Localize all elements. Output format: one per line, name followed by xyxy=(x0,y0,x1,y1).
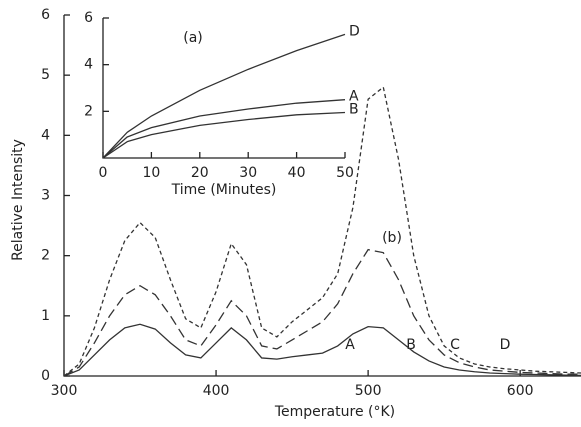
line-series xyxy=(63,86,581,377)
x-tick-label: 400 xyxy=(203,383,230,399)
annotation: (a) xyxy=(183,30,203,46)
x-tick-label: 20 xyxy=(191,165,209,181)
line-series xyxy=(63,323,581,377)
y-tick-label: 2 xyxy=(84,103,93,119)
annotation: C xyxy=(450,337,460,353)
x-tick-label: 50 xyxy=(336,165,354,181)
annotation: B xyxy=(406,337,416,353)
axis-line xyxy=(63,15,581,377)
y-tick-label: 5 xyxy=(41,67,50,83)
y-tick-label: 2 xyxy=(41,248,50,264)
y-tick-label: 6 xyxy=(84,10,93,26)
line-series xyxy=(102,111,346,159)
y-axis-label: Relative Intensity xyxy=(10,139,26,261)
x-tick-label: 500 xyxy=(355,383,382,399)
x-tick-label: 300 xyxy=(51,383,78,399)
y-tick-label: 3 xyxy=(41,188,50,204)
y-tick-label: 0 xyxy=(41,368,50,384)
annotation: D xyxy=(500,337,511,353)
series-label: D xyxy=(349,23,360,39)
x-tick-label: 40 xyxy=(288,165,306,181)
y-tick-label: 4 xyxy=(41,127,50,143)
y-tick-label: 1 xyxy=(41,308,50,324)
line-series xyxy=(102,33,346,159)
x-tick-label: 600 xyxy=(507,383,534,399)
x-axis-label: Time (Minutes) xyxy=(171,182,277,198)
y-tick-label: 4 xyxy=(84,57,93,73)
line-series xyxy=(102,99,346,159)
series-label: A xyxy=(349,89,359,105)
x-tick-label: 30 xyxy=(239,165,257,181)
x-tick-label: 0 xyxy=(99,165,108,181)
x-axis-label: Temperature (°K) xyxy=(274,404,395,420)
line-series xyxy=(63,248,581,377)
annotation: (b) xyxy=(382,230,402,246)
series-label: B xyxy=(349,102,359,118)
y-tick-label: 6 xyxy=(41,7,50,23)
axis-line xyxy=(102,18,345,159)
annotation: A xyxy=(345,337,355,353)
x-tick-label: 10 xyxy=(142,165,160,181)
